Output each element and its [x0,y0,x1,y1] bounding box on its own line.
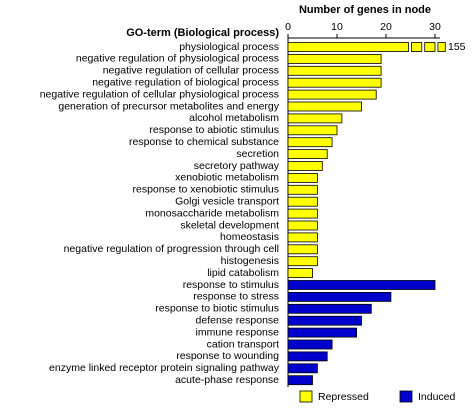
x-axis-title: Number of genes in node [299,4,431,16]
bar-segment [411,42,423,52]
y-tick-label: acute-phase response [175,374,279,386]
y-tick-label: negative regulation of biological proces… [92,76,279,88]
legend-swatch [399,390,413,403]
bar [287,244,318,255]
bar [287,65,382,76]
bar-segment [287,42,409,52]
bar [287,232,318,243]
y-tick-label: negative regulation of cellular physiolo… [40,88,279,100]
y-tick-label: response to xenobiotic stimulus [133,184,280,196]
bar [287,339,333,350]
x-tick-label: 0 [285,21,291,33]
bar-segment [437,42,446,52]
chart-title: GO-term (Biological process) [126,27,279,39]
y-tick-label: response to chemical substance [129,136,279,148]
y-tick-label: skeletal development [180,219,279,231]
y-tick-label: response to stimulus [183,279,279,291]
bar [287,196,318,207]
y-tick-label: response to abiotic stimulus [149,124,279,136]
y-tick-label: secretory pathway [194,160,280,172]
y-tick-label: response to wounding [176,350,279,362]
y-tick-label: Golgi vesicle transport [175,195,279,207]
bar [287,54,382,64]
legend-swatch [299,390,313,403]
x-tick-label: 20 [380,21,392,33]
bar [287,256,318,267]
bar [287,208,318,219]
bar [287,327,357,338]
bar [287,280,436,290]
y-tick-label: defense response [196,314,280,326]
y-tick-label: physiological process [179,41,279,53]
bar [287,101,362,112]
bar [287,363,318,374]
bar [287,291,392,302]
y-tick-label: negative regulation of physiological pro… [76,53,279,65]
bar [287,315,362,326]
bar [287,89,377,100]
bar [287,113,343,124]
bar [287,220,318,231]
bar [287,268,313,279]
y-tick-label: response to biotic stimulus [155,303,279,315]
y-tick-label: homeostasis [220,231,279,243]
y-tick-label: cation transport [207,338,279,350]
y-tick-label: negative regulation of cellular process [103,65,279,77]
bar [287,125,338,136]
y-tick-label: monosaccharide metabolism [145,207,279,219]
y-tick-label: xenobiotic metabolism [175,172,279,184]
y-tick-label: histogenesis [221,255,279,267]
bar-broken [287,42,446,52]
legend-label: Induced [418,391,456,403]
bar [287,351,328,362]
bar [287,137,333,148]
bar [287,77,382,88]
value-label: 155 [448,41,466,53]
y-tick-label: lipid catabolism [207,267,279,279]
x-tick-label: 10 [331,21,343,33]
x-tick-label: 30 [429,21,441,33]
y-tick-label: generation of precursor metabolites and … [58,100,279,112]
legend-label: Repressed [318,391,369,403]
bar [287,172,318,183]
y-tick-label: alcohol metabolism [189,112,279,124]
y-tick-label: negative regulation of progression throu… [64,243,279,255]
y-tick-label: immune response [196,326,280,338]
bar [287,161,323,171]
bar [287,375,313,386]
y-tick-label: response to stress [193,291,279,303]
bar [287,184,318,195]
bar [287,303,372,314]
bar-segment [424,42,436,52]
y-tick-label: secretion [236,148,279,160]
y-tick-label: enzyme linked receptor protein signaling… [49,362,280,374]
bar [287,149,328,160]
